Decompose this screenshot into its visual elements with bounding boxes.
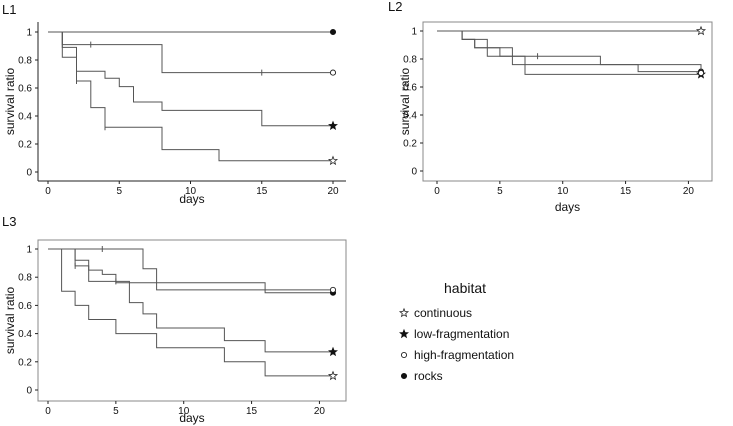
legend-label: low-fragmentation (414, 327, 509, 341)
y-tick-label: 0.2 (18, 140, 32, 151)
plot-frame (422, 21, 713, 182)
legend-marker-star-open (398, 307, 410, 318)
end-marker-circle-filled (329, 28, 337, 36)
y-tick-label: 0.6 (403, 83, 417, 94)
panel-label: L3 (2, 214, 16, 229)
y-axis-title: survival ratio (3, 287, 17, 355)
habitat-legend: habitat continuous low-fragmentation high-f… (398, 280, 514, 383)
survival-step-line (48, 248, 333, 377)
y-tick-label: 0.6 (18, 84, 32, 95)
y-tick-label: 0 (411, 167, 417, 178)
series-circle-open (48, 248, 337, 293)
end-marker-star-open (695, 25, 707, 36)
series-circle-filled (48, 246, 337, 296)
x-tick-label: 0 (45, 186, 51, 197)
legend-marker-circle-filled (400, 372, 408, 380)
y-tick-label: 0.4 (18, 112, 32, 123)
end-marker-star-filled (328, 346, 338, 357)
y-tick-label: 0.8 (18, 56, 32, 67)
survival-step-line (48, 31, 333, 74)
series-star-open (48, 31, 339, 166)
series-circle-open (437, 30, 705, 77)
survival-step-line (48, 248, 333, 291)
survival-step-line (48, 248, 333, 353)
y-tick-label: 0.2 (403, 139, 417, 150)
x-axis-title: days (179, 192, 204, 206)
y-tick-label: 0.8 (18, 273, 32, 284)
survival-step-line (437, 30, 701, 73)
y-axis-title: survival ratio (398, 68, 412, 136)
x-tick-label: 20 (314, 406, 326, 417)
series-circle-open (48, 31, 337, 76)
legend-label: high-fragmentation (414, 348, 514, 362)
legend-label: continuous (414, 306, 472, 320)
plot-frame (37, 239, 347, 402)
end-marker-circle-open (329, 286, 337, 293)
x-tick-label: 0 (434, 186, 440, 197)
end-marker-circle-open (329, 69, 337, 76)
end-marker-star-filled (328, 120, 338, 131)
survival-step-line (437, 30, 702, 73)
legend-marker-star-filled (399, 328, 409, 339)
y-tick-label: 0 (26, 386, 32, 397)
y-axis-title: survival ratio (3, 68, 17, 136)
x-tick-label: 15 (246, 406, 258, 417)
y-tick-label: 0.8 (403, 55, 417, 66)
end-marker-star-open (327, 370, 339, 381)
x-tick-label: 5 (497, 186, 503, 197)
series-star-open (437, 25, 707, 36)
x-axis-title: days (179, 411, 204, 425)
x-tick-label: 10 (557, 186, 569, 197)
series-star-filled (48, 31, 338, 131)
y-tick-label: 0.4 (403, 111, 417, 122)
y-tick-label: 0.6 (18, 301, 32, 312)
survival-step-line (48, 31, 333, 127)
legend-marker-circle-open (400, 351, 408, 359)
survival-step-line (437, 30, 701, 75)
y-tick-label: 1 (411, 27, 417, 38)
legend-title: habitat (444, 280, 486, 296)
series-circle-filled (437, 30, 705, 75)
series-star-filled (48, 248, 338, 357)
x-tick-label: 10 (185, 186, 197, 197)
y-tick-label: 0.2 (18, 357, 32, 368)
end-marker-star-open (327, 155, 339, 166)
x-tick-label: 15 (256, 186, 268, 197)
series-circle-filled (48, 28, 337, 36)
x-tick-label: 5 (116, 186, 122, 197)
y-tick-label: 0.4 (18, 329, 32, 340)
x-tick-label: 20 (327, 186, 339, 197)
x-tick-label: 10 (178, 406, 190, 417)
survival-step-line (48, 248, 333, 294)
x-axis-title: days (555, 200, 580, 214)
y-tick-label: 0 (26, 168, 32, 179)
y-tick-label: 1 (26, 245, 32, 256)
panel-label: L2 (388, 0, 402, 14)
x-tick-label: 5 (113, 406, 119, 417)
x-tick-label: 0 (45, 406, 51, 417)
series-star-filled (437, 30, 706, 79)
survival-step-line (48, 31, 333, 162)
series-star-open (48, 248, 339, 381)
end-marker-circle-open (697, 69, 705, 77)
panel-label: L1 (2, 2, 16, 17)
x-tick-label: 20 (683, 186, 695, 197)
legend-label: rocks (414, 369, 443, 383)
y-tick-label: 1 (26, 28, 32, 39)
x-tick-label: 15 (620, 186, 632, 197)
